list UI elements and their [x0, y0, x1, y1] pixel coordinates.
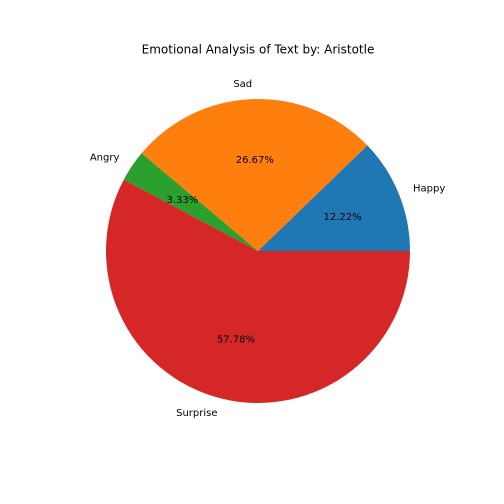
pie-slice-happy [258, 145, 411, 251]
slice-label-surprise: Surprise [176, 408, 217, 419]
slice-label-sad: Sad [233, 79, 252, 90]
pie-slice-sad [141, 98, 368, 251]
slice-label-happy: Happy [413, 183, 445, 194]
slice-label-angry: Angry [90, 152, 120, 163]
slice-percent-happy: 12.22% [323, 212, 361, 223]
slice-percent-angry: 3.33% [167, 195, 199, 206]
pie-slice-angry [123, 153, 258, 251]
pie-slice-surprise [105, 179, 410, 404]
slice-percent-sad: 26.67% [236, 155, 274, 166]
pie-labels: Happy 12.22% Sad 26.67% Angry 3.33% Surprise 57… [90, 79, 446, 419]
pie-slices [105, 98, 411, 404]
slice-percent-surprise: 57.78% [217, 334, 255, 345]
chart-title: Emotional Analysis of Text by: Aristotle [142, 43, 375, 57]
